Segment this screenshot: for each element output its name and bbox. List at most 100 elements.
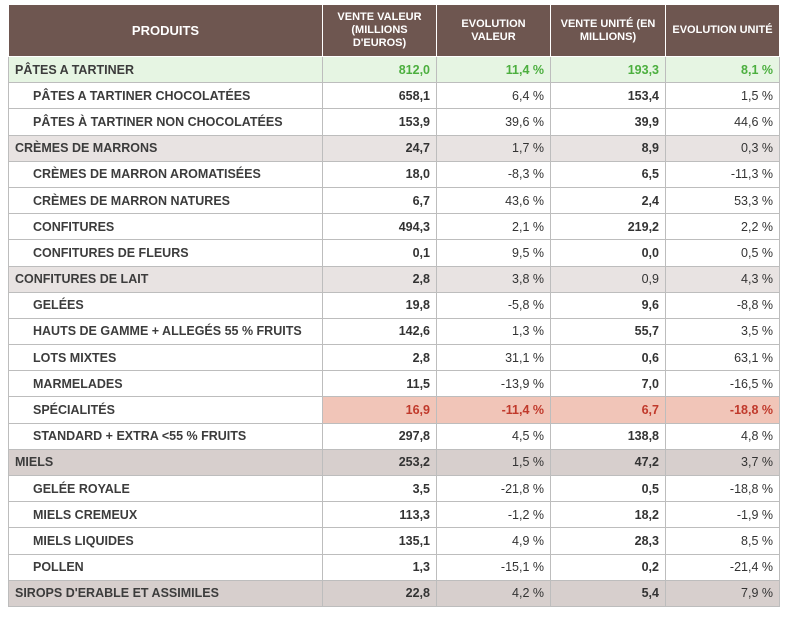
vente-valeur-cell: 1,3 (322, 553, 437, 581)
vente-unite-cell: 0,5 (550, 474, 666, 503)
table-row: HAUTS DE GAMME + ALLEGÉS 55 % FRUITS 142… (8, 317, 780, 346)
vente-valeur-cell: 297,8 (322, 422, 437, 450)
evolution-unite-cell: -1,9 % (665, 501, 780, 529)
product-name: GELÉES (8, 291, 323, 319)
vente-valeur-cell: 3,5 (322, 474, 437, 503)
vente-unite-cell: 28,3 (550, 527, 666, 555)
evolution-unite-cell: 1,5 % (665, 82, 780, 110)
product-name: PÂTES A TARTINER (8, 55, 323, 84)
vente-unite-cell: 55,7 (550, 317, 666, 346)
table-row: GELÉES 19,8 -5,8 % 9,6 -8,8 % (8, 291, 780, 319)
vente-valeur-cell: 18,0 (322, 160, 437, 188)
vente-unite-cell: 5,4 (550, 579, 666, 607)
evolution-valeur-cell: 31,1 % (436, 344, 551, 372)
evolution-valeur-cell: 11,4 % (436, 55, 551, 84)
table-row: CRÈMES DE MARRON AROMATISÉES 18,0 -8,3 %… (8, 160, 780, 188)
evolution-unite-cell: 3,7 % (665, 448, 780, 477)
table-row: GELÉE ROYALE 3,5 -21,8 % 0,5 -18,8 % (8, 474, 780, 503)
evolution-unite-cell: -11,3 % (665, 160, 780, 188)
product-name: CONFITURES (8, 213, 323, 241)
vente-unite-cell: 6,5 (550, 160, 666, 188)
evolution-valeur-cell: -15,1 % (436, 553, 551, 581)
product-name: MARMELADES (8, 370, 323, 398)
vente-unite-cell: 138,8 (550, 422, 666, 450)
table-row: POLLEN 1,3 -15,1 % 0,2 -21,4 % (8, 553, 780, 581)
vente-valeur-cell: 494,3 (322, 213, 437, 241)
table-row: PÂTES A TARTINER CHOCOLATÉES 658,1 6,4 %… (8, 82, 780, 110)
evolution-valeur-cell: 3,8 % (436, 265, 551, 293)
evolution-unite-cell: 44,6 % (665, 108, 780, 136)
table-body: PÂTES A TARTINER 812,0 11,4 % 193,3 8,1 … (8, 55, 780, 607)
vente-valeur-cell: 113,3 (322, 501, 437, 529)
vente-valeur-cell: 22,8 (322, 579, 437, 607)
evolution-unite-cell: 3,5 % (665, 317, 780, 346)
table-row: SPÉCIALITÉS 16,9 -11,4 % 6,7 -18,8 % (8, 396, 780, 424)
product-name: SIROPS D'ERABLE ET ASSIMILES (8, 579, 323, 607)
vente-valeur-cell: 19,8 (322, 291, 437, 319)
vente-valeur-cell: 2,8 (322, 265, 437, 293)
product-name: CONFITURES DE FLEURS (8, 239, 323, 267)
evolution-valeur-cell: -11,4 % (436, 396, 551, 424)
vente-unite-cell: 39,9 (550, 108, 666, 136)
evolution-valeur-cell: -21,8 % (436, 474, 551, 503)
table-row: MARMELADES 11,5 -13,9 % 7,0 -16,5 % (8, 370, 780, 398)
evolution-unite-cell: 8,5 % (665, 527, 780, 555)
vente-unite-cell: 153,4 (550, 82, 666, 110)
evolution-valeur-cell: 1,3 % (436, 317, 551, 346)
vente-unite-cell: 6,7 (550, 396, 666, 424)
vente-unite-cell: 18,2 (550, 501, 666, 529)
product-name: MIELS CREMEUX (8, 501, 323, 529)
table-row: CRÈMES DE MARRON NATURES 6,7 43,6 % 2,4 … (8, 186, 780, 215)
header-row: PRODUITS VENTE VALEUR (MILLIONS D'EUROS)… (8, 4, 780, 57)
header-produits: PRODUITS (8, 4, 323, 57)
evolution-unite-cell: 0,3 % (665, 134, 780, 162)
evolution-unite-cell: 7,9 % (665, 579, 780, 607)
vente-valeur-cell: 16,9 (322, 396, 437, 424)
table-row: PÂTES À TARTINER NON CHOCOLATÉES 153,9 3… (8, 108, 780, 136)
product-name: STANDARD + EXTRA <55 % FRUITS (8, 422, 323, 450)
table-row: MIELS 253,2 1,5 % 47,2 3,7 % (8, 448, 780, 477)
vente-unite-cell: 0,2 (550, 553, 666, 581)
evolution-valeur-cell: 1,7 % (436, 134, 551, 162)
evolution-unite-cell: -18,8 % (665, 396, 780, 424)
vente-valeur-cell: 658,1 (322, 82, 437, 110)
product-name: PÂTES A TARTINER CHOCOLATÉES (8, 82, 323, 110)
product-name: PÂTES À TARTINER NON CHOCOLATÉES (8, 108, 323, 136)
table-row: MIELS CREMEUX 113,3 -1,2 % 18,2 -1,9 % (8, 501, 780, 529)
vente-unite-cell: 8,9 (550, 134, 666, 162)
evolution-unite-cell: -16,5 % (665, 370, 780, 398)
evolution-valeur-cell: 2,1 % (436, 213, 551, 241)
evolution-valeur-cell: 4,9 % (436, 527, 551, 555)
product-name: HAUTS DE GAMME + ALLEGÉS 55 % FRUITS (8, 317, 323, 346)
evolution-unite-cell: 8,1 % (665, 55, 780, 84)
header-evolution-valeur: EVOLUTION VALEUR (436, 4, 551, 57)
evolution-unite-cell: 4,3 % (665, 265, 780, 293)
evolution-valeur-cell: 6,4 % (436, 82, 551, 110)
table-row: MIELS LIQUIDES 135,1 4,9 % 28,3 8,5 % (8, 527, 780, 555)
vente-unite-cell: 219,2 (550, 213, 666, 241)
table-row: CONFITURES DE LAIT 2,8 3,8 % 0,9 4,3 % (8, 265, 780, 293)
product-name: CRÈMES DE MARRON AROMATISÉES (8, 160, 323, 188)
table-row: SIROPS D'ERABLE ET ASSIMILES 22,8 4,2 % … (8, 579, 780, 607)
vente-valeur-cell: 11,5 (322, 370, 437, 398)
evolution-unite-cell: 0,5 % (665, 239, 780, 267)
product-name: LOTS MIXTES (8, 344, 323, 372)
vente-unite-cell: 2,4 (550, 186, 666, 215)
vente-valeur-cell: 24,7 (322, 134, 437, 162)
header-vente-valeur: VENTE VALEUR (MILLIONS D'EUROS) (322, 4, 437, 57)
evolution-unite-cell: 2,2 % (665, 213, 780, 241)
vente-unite-cell: 47,2 (550, 448, 666, 477)
evolution-unite-cell: -18,8 % (665, 474, 780, 503)
evolution-unite-cell: 53,3 % (665, 186, 780, 215)
product-name: CRÈMES DE MARRON NATURES (8, 186, 323, 215)
table-row: CONFITURES DE FLEURS 0,1 9,5 % 0,0 0,5 % (8, 239, 780, 267)
vente-valeur-cell: 0,1 (322, 239, 437, 267)
vente-valeur-cell: 812,0 (322, 55, 437, 84)
vente-unite-cell: 0,6 (550, 344, 666, 372)
vente-valeur-cell: 135,1 (322, 527, 437, 555)
vente-valeur-cell: 2,8 (322, 344, 437, 372)
evolution-valeur-cell: -13,9 % (436, 370, 551, 398)
table-row: CONFITURES 494,3 2,1 % 219,2 2,2 % (8, 213, 780, 241)
evolution-unite-cell: -21,4 % (665, 553, 780, 581)
vente-valeur-cell: 6,7 (322, 186, 437, 215)
